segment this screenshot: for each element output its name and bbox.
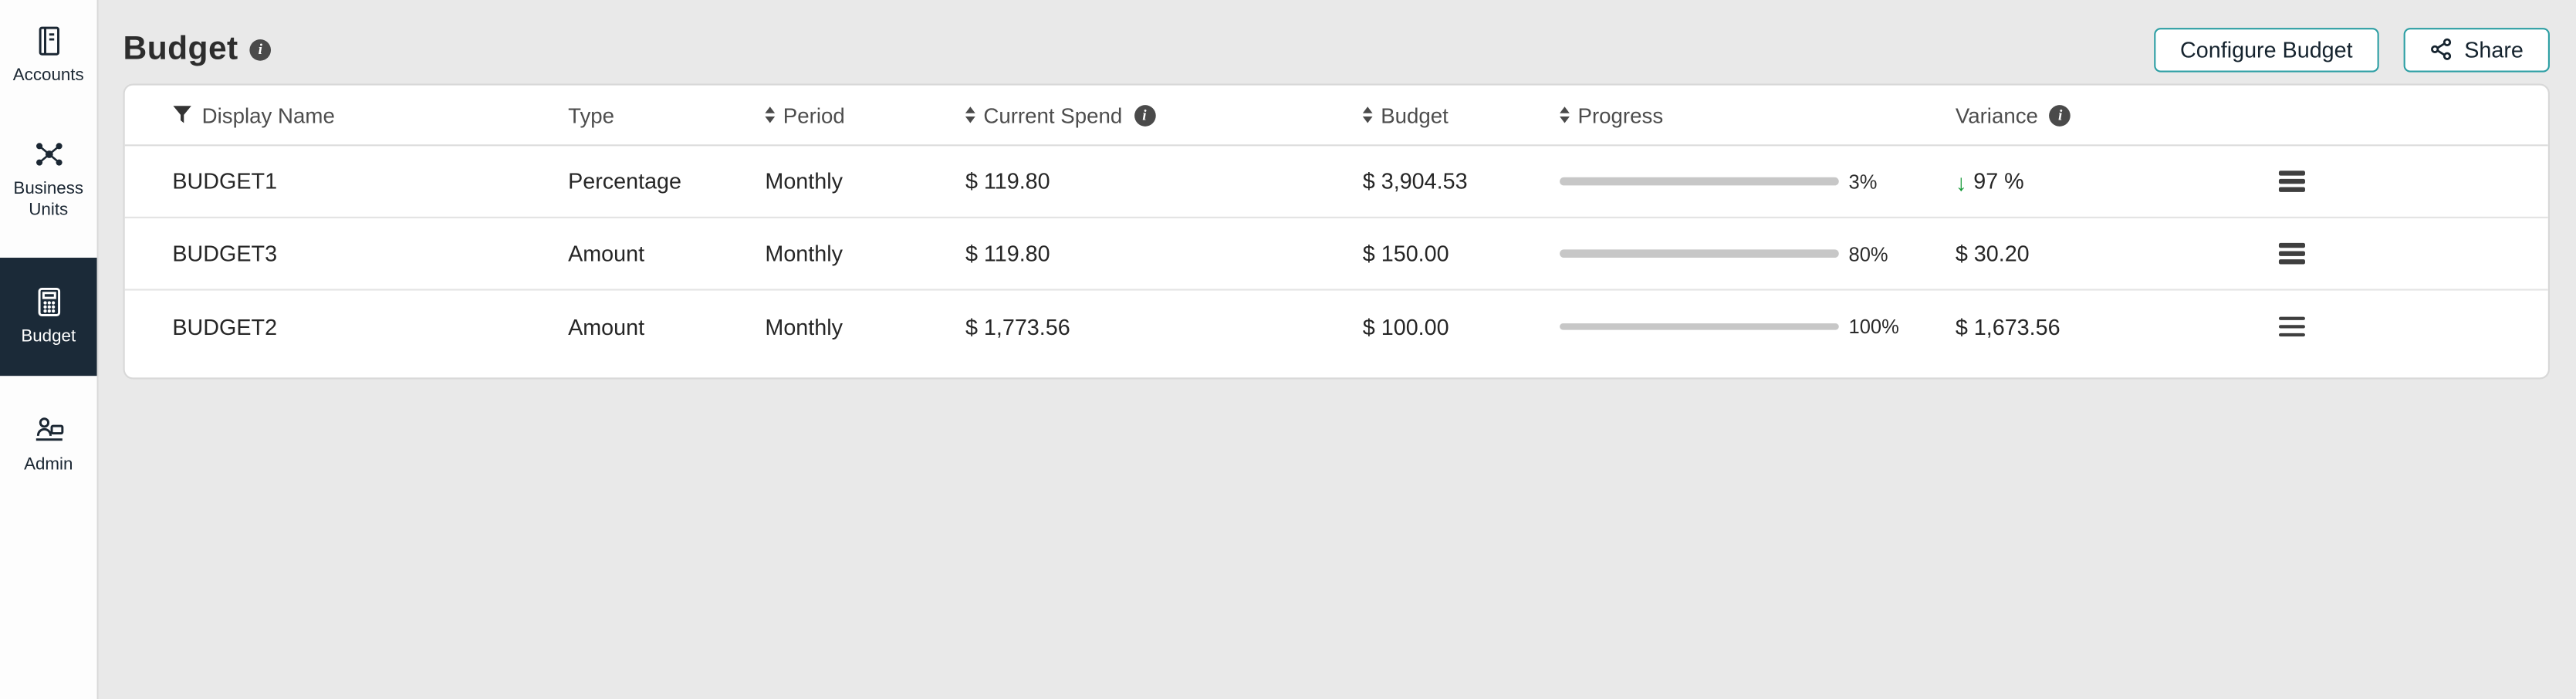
share-button[interactable]: Share bbox=[2403, 27, 2550, 72]
table-row: BUDGET2 Amount Monthly $ 1,773.56 $ 100.… bbox=[125, 291, 2548, 363]
page-title: Budget bbox=[123, 30, 238, 67]
business-units-icon bbox=[30, 137, 66, 173]
sidebar: Accounts bbox=[0, 0, 99, 699]
share-label: Share bbox=[2464, 36, 2524, 62]
column-header-budget[interactable]: Budget bbox=[1362, 103, 1560, 127]
cell-variance: ↓ 97 % bbox=[1955, 168, 2024, 195]
admin-icon bbox=[30, 411, 66, 447]
progress-label: 3% bbox=[1848, 170, 1878, 193]
sidebar-item-budget[interactable]: Budget bbox=[0, 258, 97, 376]
table-row: BUDGET3 Amount Monthly $ 119.80 $ 150.00… bbox=[124, 218, 2548, 291]
sidebar-item-label: Admin bbox=[24, 454, 73, 474]
cell-type: Percentage bbox=[568, 169, 682, 194]
cell-budget: $ 100.00 bbox=[1362, 314, 1449, 339]
cell-progress: 100% bbox=[1560, 315, 1956, 338]
cell-progress: 3% bbox=[1560, 170, 1956, 193]
sidebar-item-admin[interactable]: Admin bbox=[0, 398, 97, 489]
cell-period: Monthly bbox=[765, 241, 843, 266]
main-content: Budget i Configure Budget Share bbox=[99, 0, 2576, 699]
budget-icon bbox=[32, 284, 65, 320]
sort-icon[interactable] bbox=[1560, 106, 1570, 123]
progress-bar bbox=[1560, 249, 1839, 258]
column-header-current-spend[interactable]: Current Spend i bbox=[965, 103, 1363, 127]
progress-label: 80% bbox=[1848, 241, 1888, 265]
budget-table-card: Display Name Type Period Current Spend i… bbox=[123, 83, 2550, 380]
sort-icon[interactable] bbox=[965, 106, 975, 123]
cell-display-name: BUDGET3 bbox=[172, 241, 278, 266]
row-actions-menu-button[interactable] bbox=[2276, 238, 2309, 268]
configure-budget-button[interactable]: Configure Budget bbox=[2154, 27, 2379, 72]
page-title-info-icon[interactable]: i bbox=[249, 38, 272, 60]
header-actions: Configure Budget Share bbox=[2154, 27, 2550, 72]
progress-label: 100% bbox=[1848, 315, 1899, 339]
filter-icon[interactable] bbox=[172, 105, 192, 125]
sort-icon[interactable] bbox=[1362, 106, 1373, 123]
share-icon bbox=[2430, 38, 2453, 61]
cell-progress: 80% bbox=[1560, 242, 1956, 265]
cell-current-spend: $ 1,773.56 bbox=[965, 314, 1070, 339]
cell-budget: $ 150.00 bbox=[1362, 241, 1449, 266]
variance-down-arrow-icon: ↓ bbox=[1955, 168, 1967, 195]
sidebar-item-label: Accounts bbox=[12, 66, 84, 86]
progress-bar bbox=[1560, 322, 1839, 331]
cell-type: Amount bbox=[568, 241, 645, 266]
variance-info-icon[interactable]: i bbox=[2049, 104, 2071, 126]
sidebar-item-business-units[interactable]: Business Units bbox=[0, 123, 97, 235]
column-header-display-name[interactable]: Display Name bbox=[172, 103, 568, 127]
sidebar-item-label: Business Units bbox=[13, 179, 84, 220]
row-actions-menu-button[interactable] bbox=[2276, 312, 2309, 342]
sidebar-item-accounts[interactable]: Accounts bbox=[0, 10, 97, 101]
cell-variance: $ 1,673.56 bbox=[1955, 314, 2060, 339]
cell-actions bbox=[2276, 238, 2529, 268]
accounts-icon bbox=[32, 23, 65, 59]
cell-period: Monthly bbox=[765, 169, 843, 194]
cell-actions bbox=[2276, 312, 2529, 342]
column-header-variance[interactable]: Variance i bbox=[1956, 103, 2276, 127]
cell-actions bbox=[2276, 167, 2529, 197]
cell-current-spend: $ 119.80 bbox=[965, 241, 1050, 266]
progress-bar bbox=[1560, 177, 1839, 185]
cell-budget: $ 3,904.53 bbox=[1362, 169, 1468, 194]
column-header-type[interactable]: Type bbox=[568, 102, 615, 127]
row-actions-menu-button[interactable] bbox=[2276, 167, 2309, 197]
cell-period: Monthly bbox=[765, 314, 843, 339]
cell-variance: $ 30.20 bbox=[1955, 241, 2030, 266]
page-header: Budget i Configure Budget Share bbox=[123, 0, 2550, 72]
current-spend-info-icon[interactable]: i bbox=[1134, 104, 1155, 126]
sort-icon[interactable] bbox=[765, 106, 776, 123]
cell-current-spend: $ 119.80 bbox=[965, 169, 1050, 194]
table-header-row: Display Name Type Period Current Spend i… bbox=[124, 86, 2548, 147]
sidebar-item-label: Budget bbox=[21, 326, 76, 347]
table-row: BUDGET1 Percentage Monthly $ 119.80 $ 3,… bbox=[124, 146, 2548, 218]
cell-display-name: BUDGET2 bbox=[172, 314, 278, 339]
cell-type: Amount bbox=[568, 314, 645, 339]
cell-display-name: BUDGET1 bbox=[172, 169, 278, 194]
column-header-period[interactable]: Period bbox=[765, 103, 965, 127]
configure-budget-label: Configure Budget bbox=[2180, 36, 2353, 62]
column-header-progress[interactable]: Progress bbox=[1560, 103, 1956, 127]
